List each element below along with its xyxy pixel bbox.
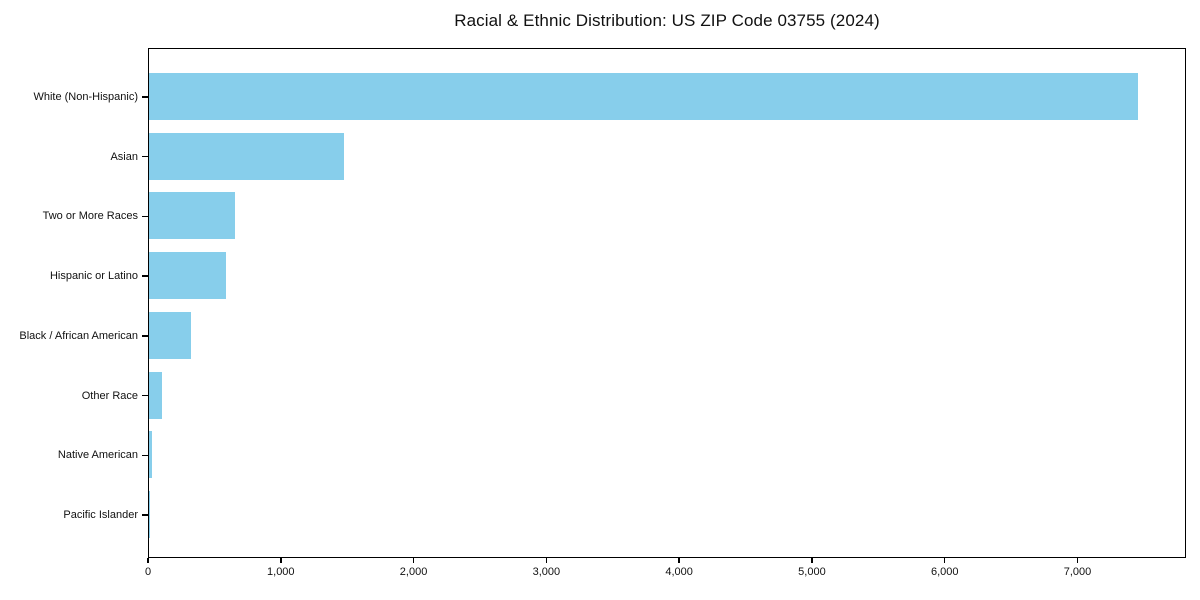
x-tick-label: 1,000 xyxy=(267,566,295,578)
x-axis-tick xyxy=(678,558,680,563)
bar-black-african-american xyxy=(149,311,192,359)
x-tick-label: 3,000 xyxy=(532,566,561,578)
y-axis-tick xyxy=(142,215,148,218)
x-axis-tick xyxy=(943,558,946,563)
y-axis-tick xyxy=(142,96,148,98)
x-tick-label: 5,000 xyxy=(798,566,826,578)
x-axis-tick xyxy=(811,558,813,563)
y-axis-tick xyxy=(142,155,148,158)
bar-other-race xyxy=(149,371,162,419)
y-tick-label: Two or More Races xyxy=(42,210,138,223)
y-tick-label: Hispanic or Latino xyxy=(49,270,138,283)
x-tick-label: 4,000 xyxy=(665,566,693,578)
bar-asian xyxy=(149,132,345,180)
x-axis-tick xyxy=(1076,558,1079,563)
x-tick-label: 0 xyxy=(144,566,152,578)
y-tick-label: White (Non-Hispanic) xyxy=(33,91,138,103)
plot-area xyxy=(148,48,1186,558)
y-axis-tick xyxy=(142,514,148,516)
y-tick-label: Pacific Islander xyxy=(63,508,138,521)
x-axis-tick xyxy=(147,558,149,563)
bar-white-non-hispanic xyxy=(149,73,1138,120)
bar-hispanic-or-latino xyxy=(149,252,227,300)
bar-two-or-more-races xyxy=(149,192,235,240)
y-axis-tick xyxy=(142,394,148,397)
chart-title: Racial & Ethnic Distribution: US ZIP Cod… xyxy=(454,11,880,30)
y-tick-label: Other Race xyxy=(81,389,138,402)
bar-native-american xyxy=(149,431,153,479)
x-axis-tick xyxy=(545,558,548,563)
x-axis-tick xyxy=(280,558,282,563)
y-tick-label: Asian xyxy=(110,150,138,163)
x-tick-label: 2,000 xyxy=(399,566,428,578)
y-axis-tick xyxy=(142,335,148,337)
y-axis-tick xyxy=(142,275,148,277)
x-tick-label: 6,000 xyxy=(930,566,959,578)
y-tick-label: Native American xyxy=(57,449,138,462)
x-axis-tick xyxy=(412,558,415,563)
y-axis-tick xyxy=(142,454,148,456)
x-tick-label: 7,000 xyxy=(1063,566,1092,578)
y-tick-label: Black / African American xyxy=(19,329,138,342)
